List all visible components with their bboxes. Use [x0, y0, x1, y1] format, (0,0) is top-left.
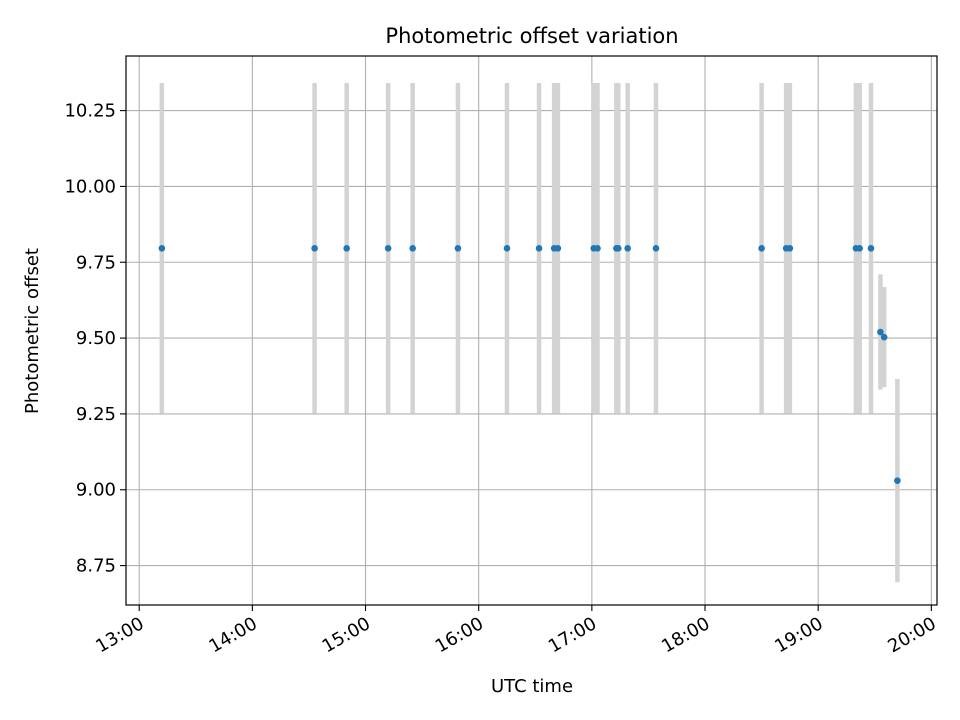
data-point [867, 245, 875, 252]
data-point [594, 245, 601, 252]
data-point [880, 333, 888, 341]
data-point [454, 245, 462, 252]
data-point [409, 245, 416, 252]
data-point [856, 245, 863, 252]
data-point [758, 245, 765, 252]
plot-frame [125, 55, 938, 606]
data-point [343, 245, 350, 252]
data-point [535, 245, 543, 252]
chart-title: Photometric offset variation [385, 24, 678, 48]
data-points [158, 245, 901, 484]
y-tick-label: 9.75 [76, 252, 116, 273]
y-tick-label: 10.25 [64, 101, 116, 122]
data-point [652, 245, 660, 252]
data-point [158, 245, 166, 252]
y-axis-label: Photometric offset [22, 248, 43, 414]
data-point [786, 245, 794, 252]
data-point [503, 245, 511, 252]
y-tick-label: 9.50 [76, 328, 116, 349]
data-point [384, 245, 392, 252]
data-point [311, 245, 318, 252]
data-point [614, 245, 622, 252]
data-point [554, 245, 562, 252]
data-point [624, 245, 631, 252]
x-axis-label: UTC time [491, 676, 573, 697]
y-tick-label: 10.00 [64, 176, 116, 197]
y-axis-ticks: 8.75 9.00 9.25 9.50 9.75 10.00 10.25 [64, 101, 126, 577]
y-tick-label: 8.75 [76, 556, 116, 577]
data-point [877, 328, 884, 336]
data-point [894, 477, 901, 484]
y-tick-label: 9.25 [76, 404, 116, 425]
y-tick-label: 9.00 [76, 480, 116, 501]
